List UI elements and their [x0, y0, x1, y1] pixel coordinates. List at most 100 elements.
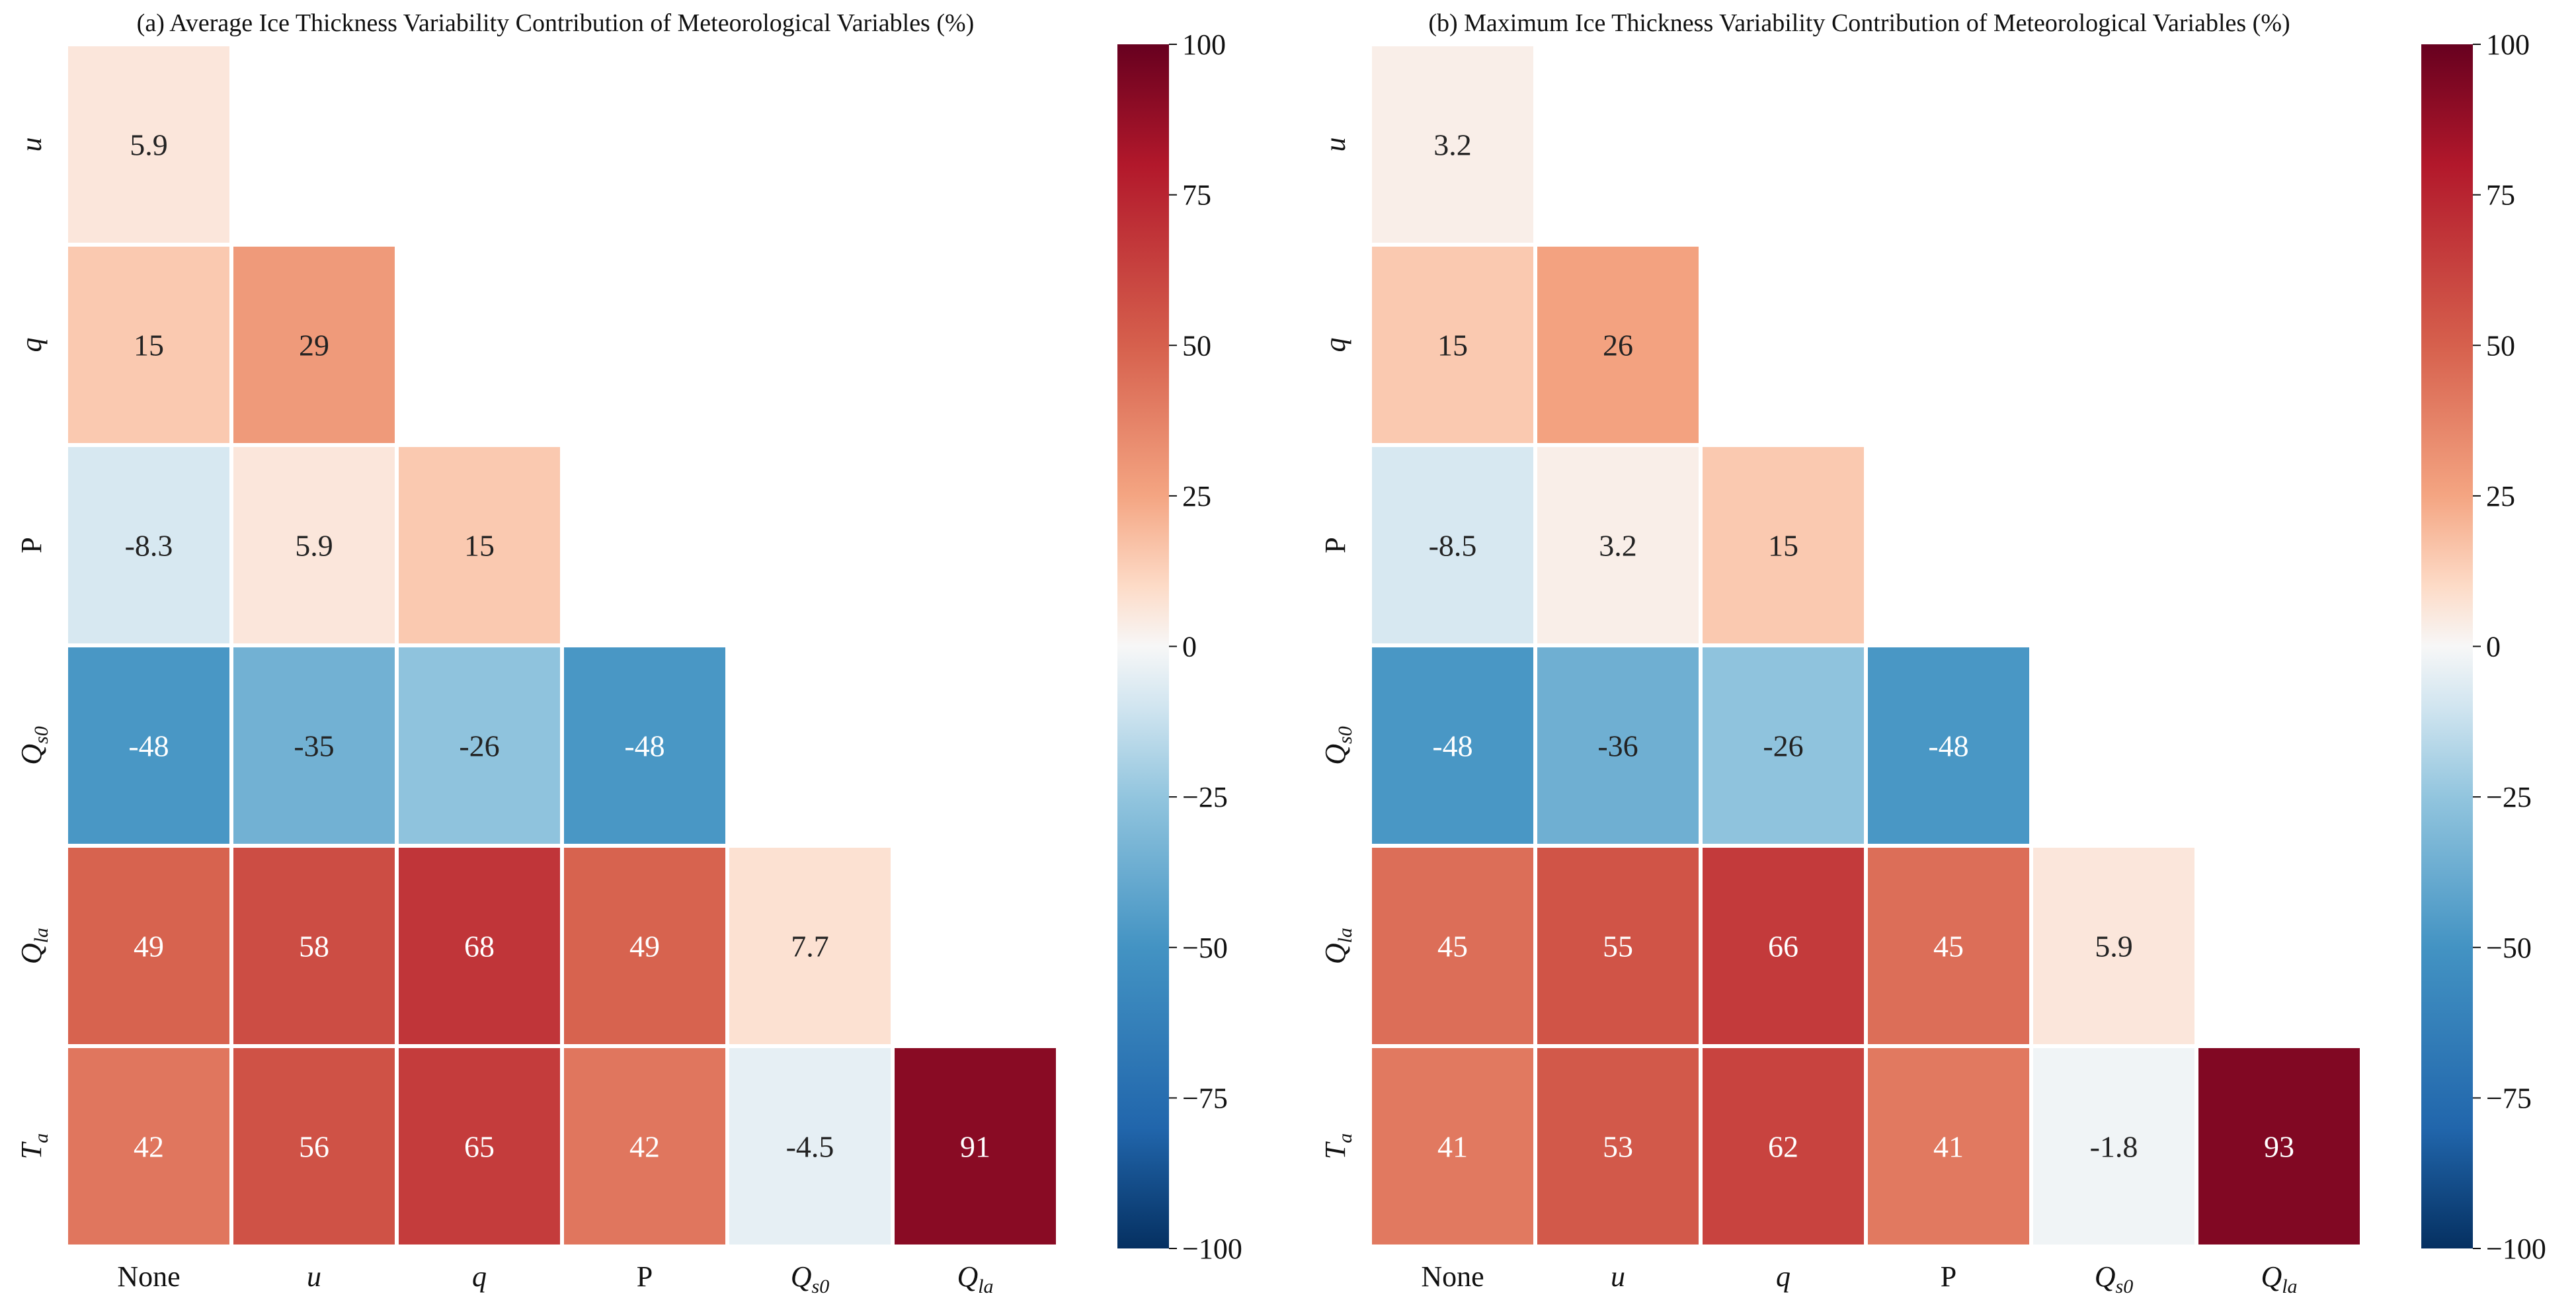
cell-value-label: 3.2	[1599, 529, 1637, 563]
heatmap-cell	[399, 647, 560, 844]
cell-value-label: 53	[1603, 1130, 1633, 1164]
colorbar-tick-label: 100	[2486, 28, 2530, 61]
cell-value-label: 56	[299, 1130, 329, 1164]
colorbar-tick-label: 0	[1182, 631, 1197, 663]
cell-value-label: -26	[459, 729, 499, 763]
x-tick-label: None	[1421, 1260, 1484, 1293]
colorbar-tick-label: 50	[1182, 329, 1211, 362]
heatmap-panel-a: (a) Average Ice Thickness Variability Co…	[15, 9, 1242, 1297]
heatmap-cell	[233, 247, 395, 443]
heatmap-cell	[68, 247, 229, 443]
heatmap-cell	[233, 447, 395, 643]
heatmap-cell	[1703, 647, 1864, 844]
cell-value-label: 49	[134, 930, 164, 963]
heatmap-cell	[1703, 848, 1864, 1044]
heatmap-cell	[729, 848, 891, 1044]
x-tick-label: u	[1611, 1260, 1625, 1293]
cell-value-label: -26	[1763, 729, 1803, 763]
heatmap-cell	[564, 1048, 725, 1245]
cell-value-label: 29	[299, 329, 329, 362]
x-tick-label: Qs0	[2095, 1260, 2133, 1297]
heatmap-cell	[399, 848, 560, 1044]
cell-value-label: 5.9	[295, 529, 333, 563]
x-tick-label: q	[1776, 1260, 1791, 1293]
cell-value-label: 49	[629, 930, 660, 963]
cell-value-label: 15	[1768, 529, 1798, 563]
cell-value-label: 66	[1768, 930, 1798, 963]
heatmap-cell	[68, 848, 229, 1044]
cell-value-label: 7.7	[791, 930, 829, 963]
cell-value-label: -35	[294, 729, 334, 763]
cell-value-label: 15	[134, 329, 164, 362]
cell-value-label: 5.9	[130, 128, 168, 162]
cell-value-label: 62	[1768, 1130, 1798, 1164]
cell-value-label: 93	[2264, 1130, 2294, 1164]
cell-value-label: 55	[1603, 930, 1633, 963]
heatmap-cell	[1372, 46, 1533, 243]
cell-value-label: 68	[464, 930, 495, 963]
heatmap-cell	[68, 46, 229, 243]
colorbar-tick-label: −100	[2486, 1233, 2546, 1265]
heatmap-cell	[1372, 1048, 1533, 1245]
heatmap-cell	[1703, 1048, 1864, 1245]
heatmap-cell	[1537, 247, 1699, 443]
cell-value-label: 42	[629, 1130, 660, 1164]
heatmap-cell	[68, 647, 229, 844]
heatmap-cell	[1537, 848, 1699, 1044]
cell-value-label: 65	[464, 1130, 495, 1164]
cell-value-label: 5.9	[2095, 930, 2133, 963]
heatmap-cell	[1703, 447, 1864, 643]
y-tick-label: P	[15, 537, 48, 553]
heatmap-cell	[1868, 647, 2029, 844]
heatmap-cell	[1537, 647, 1699, 844]
heatmap-cell	[564, 848, 725, 1044]
heatmap-cell	[1372, 447, 1533, 643]
heatmap-cell	[1868, 848, 2029, 1044]
heatmap-cell	[1372, 247, 1533, 443]
chart-title: (b) Maximum Ice Thickness Variability Co…	[1428, 9, 2290, 37]
x-tick-label: Qla	[957, 1260, 993, 1297]
cell-value-label: 41	[1933, 1130, 1964, 1164]
colorbar-tick-label: 0	[2486, 631, 2501, 663]
colorbar	[2421, 44, 2473, 1248]
cell-value-label: -8.5	[1429, 529, 1477, 563]
heatmap-cell	[233, 1048, 395, 1245]
colorbar-tick-label: −100	[1182, 1233, 1242, 1265]
x-tick-label: Qla	[2261, 1260, 2297, 1297]
y-tick-label: P	[1319, 537, 1351, 553]
heatmap-cell	[1868, 1048, 2029, 1245]
cell-value-label: 41	[1437, 1130, 1468, 1164]
cell-value-label: -36	[1597, 729, 1638, 763]
y-tick-label: q	[15, 338, 48, 352]
colorbar	[1117, 44, 1169, 1248]
heatmap-cell	[399, 1048, 560, 1245]
colorbar-tick-label: 75	[1182, 179, 1211, 212]
x-tick-label: Qs0	[791, 1260, 829, 1297]
colorbar-tick-label: 75	[2486, 179, 2515, 212]
heatmap-cell	[68, 447, 229, 643]
heatmap-cell	[233, 848, 395, 1044]
heatmap-cell	[1372, 647, 1533, 844]
cell-value-label: 26	[1603, 329, 1633, 362]
cell-value-label: 15	[464, 529, 495, 563]
cell-value-label: -1.8	[2090, 1130, 2138, 1164]
cell-value-label: 45	[1437, 930, 1468, 963]
cell-value-label: 15	[1437, 329, 1468, 362]
cell-value-label: -48	[624, 729, 664, 763]
x-tick-label: P	[1941, 1260, 1956, 1293]
heatmap-cell	[1372, 848, 1533, 1044]
colorbar-tick-label: 25	[1182, 480, 1211, 512]
cell-value-label: 58	[299, 930, 329, 963]
colorbar-tick-label: 25	[2486, 480, 2515, 512]
colorbar-tick-label: 100	[1182, 28, 1226, 61]
chart-title: (a) Average Ice Thickness Variability Co…	[137, 9, 975, 37]
heatmap-cell	[2033, 848, 2194, 1044]
heatmap-cell	[1537, 1048, 1699, 1245]
y-tick-label: Ta	[1319, 1133, 1356, 1159]
x-tick-label: u	[307, 1260, 321, 1293]
cell-value-label: 3.2	[1433, 128, 1472, 162]
x-tick-label: P	[637, 1260, 653, 1293]
cell-value-label: -48	[1928, 729, 1968, 763]
colorbar-tick-label: −25	[1182, 781, 1228, 813]
